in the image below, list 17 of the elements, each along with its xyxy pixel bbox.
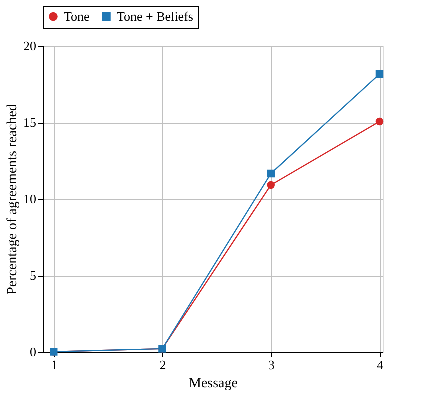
x-tick-label: 3 (268, 358, 275, 372)
point (376, 70, 384, 78)
y-tick-label: 10 (24, 192, 36, 206)
point (376, 118, 384, 126)
legend-label: Tone (64, 8, 90, 24)
point (267, 170, 275, 178)
x-tick-label: 1 (51, 358, 58, 372)
x-tick-label: 2 (160, 358, 166, 372)
legend-label: Tone + Beliefs (117, 8, 194, 24)
x-tick-label: 4 (376, 358, 384, 372)
y-axis-title: Percentage of agreements reached (6, 104, 20, 295)
y-tick-label: 5 (30, 268, 36, 283)
point (267, 181, 275, 190)
y-tick-label: 0 (30, 344, 36, 360)
x-axis-title: Message (189, 376, 238, 392)
y-tick-label: 20 (24, 38, 36, 54)
y-tick-label: 15 (24, 115, 36, 130)
